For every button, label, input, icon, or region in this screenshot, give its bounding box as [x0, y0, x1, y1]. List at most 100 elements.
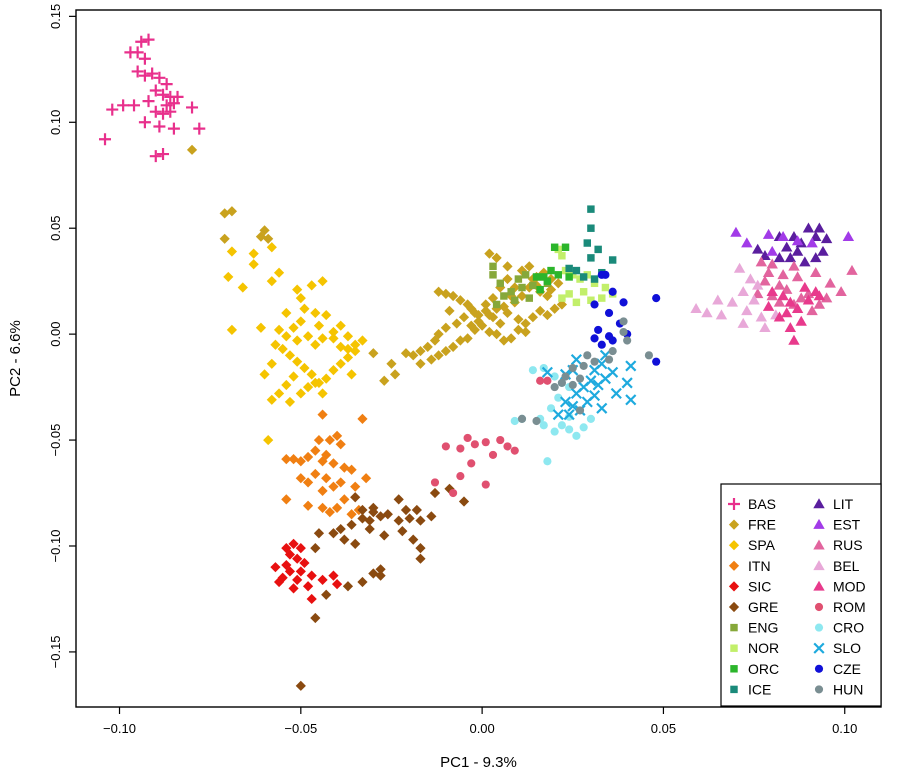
data-point	[310, 377, 321, 388]
data-point	[248, 248, 259, 259]
data-point	[550, 243, 559, 251]
series-spa	[223, 242, 368, 446]
data-point	[509, 282, 520, 293]
data-point	[455, 335, 466, 346]
data-point	[623, 336, 632, 345]
legend-item-slo: SLO	[813, 640, 861, 656]
data-point	[226, 246, 238, 257]
data-point	[781, 307, 793, 318]
data-point	[806, 237, 818, 248]
data-point	[604, 355, 614, 364]
data-point	[532, 273, 541, 281]
data-point	[157, 107, 170, 120]
data-point	[328, 570, 339, 581]
data-point	[565, 273, 573, 281]
data-point	[400, 504, 412, 516]
data-point	[590, 275, 599, 283]
data-point	[306, 570, 317, 581]
data-point	[331, 579, 343, 590]
data-point	[516, 265, 528, 276]
data-point	[350, 345, 361, 357]
data-point	[762, 266, 775, 277]
data-point	[415, 358, 426, 369]
data-point	[331, 430, 343, 441]
data-point	[503, 442, 512, 451]
data-point	[540, 273, 548, 281]
data-point	[583, 239, 592, 247]
data-point	[791, 271, 804, 282]
data-point	[543, 376, 552, 385]
data-point	[813, 298, 826, 309]
data-point	[516, 290, 528, 302]
data-point	[813, 222, 826, 233]
data-point	[644, 351, 654, 360]
data-point	[525, 294, 533, 302]
data-point	[492, 300, 501, 309]
data-point	[543, 457, 552, 466]
data-point	[762, 300, 775, 311]
data-point	[715, 309, 728, 320]
legend-item-cro: CRO	[814, 620, 864, 636]
data-point	[799, 256, 811, 267]
data-point	[608, 347, 617, 356]
legend-label: MOD	[833, 578, 866, 594]
data-point	[484, 326, 495, 338]
series-bas	[99, 33, 206, 163]
data-point	[335, 341, 346, 352]
legend-label: NOR	[748, 640, 779, 656]
legend-label: LIT	[833, 496, 854, 512]
data-point	[153, 71, 166, 84]
data-point	[281, 379, 292, 391]
legend-label: BEL	[833, 558, 860, 574]
data-point	[324, 434, 335, 446]
data-point	[510, 446, 519, 455]
data-point	[458, 496, 470, 507]
data-point	[513, 314, 524, 325]
y-tick-label: 0.00	[48, 321, 63, 346]
data-point	[784, 322, 797, 333]
series-cze	[590, 270, 661, 366]
data-point	[507, 288, 515, 296]
y-axis-title: PC2 - 6.6%	[7, 320, 24, 397]
data-point	[542, 309, 553, 321]
data-point	[542, 290, 553, 302]
data-point	[528, 366, 537, 375]
data-point	[393, 494, 404, 505]
data-point	[557, 421, 566, 430]
data-point	[270, 562, 281, 573]
data-point	[430, 478, 440, 487]
data-point	[295, 680, 306, 691]
data-point	[317, 409, 328, 420]
data-point	[350, 538, 361, 549]
data-point	[433, 350, 444, 361]
data-point	[306, 369, 317, 380]
data-point	[117, 99, 130, 112]
data-point	[553, 278, 564, 289]
data-point	[422, 341, 433, 352]
data-point	[554, 271, 562, 279]
legend-marker	[730, 623, 738, 632]
legend-label: RUS	[833, 537, 863, 553]
data-point	[266, 394, 277, 405]
legend-item-lit: LIT	[813, 496, 854, 512]
data-points-layer	[99, 33, 858, 691]
data-point	[389, 369, 401, 380]
data-point	[568, 363, 577, 373]
data-point	[487, 293, 499, 304]
data-point	[652, 294, 661, 303]
legend-item-rom: ROM	[814, 599, 866, 615]
data-point	[755, 256, 768, 267]
data-point	[741, 237, 753, 248]
data-point	[281, 307, 292, 319]
data-point	[357, 513, 368, 524]
series-mod	[762, 281, 826, 345]
data-point	[795, 292, 807, 303]
data-point	[288, 322, 299, 333]
data-point	[277, 343, 288, 355]
legend-marker	[814, 602, 824, 612]
data-point	[440, 345, 451, 357]
data-point	[491, 252, 502, 263]
data-point	[810, 230, 822, 241]
x-tick-label: 0.00	[469, 721, 494, 736]
data-point	[393, 515, 404, 526]
